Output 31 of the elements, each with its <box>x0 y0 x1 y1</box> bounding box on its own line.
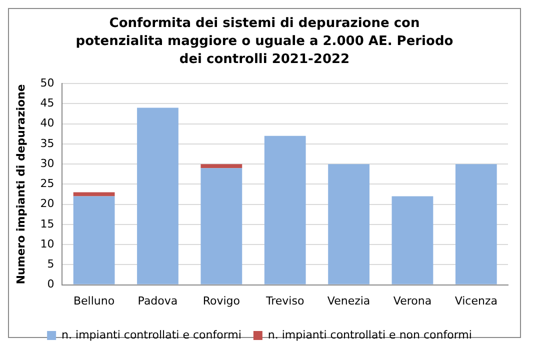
bar <box>328 164 370 284</box>
y-tick-label: 40 <box>40 116 54 130</box>
y-tick-label: 0 <box>47 278 54 291</box>
legend-label: n. impianti controllati e conformi <box>62 328 242 342</box>
y-tick-label: 15 <box>40 217 54 230</box>
bar <box>264 136 306 284</box>
x-tick-label: Vicenza <box>454 294 498 308</box>
y-tick-label: 35 <box>40 136 54 150</box>
y-axis-title: Numero impianti di depurazione <box>14 84 28 284</box>
bar <box>200 164 242 168</box>
bar <box>455 164 497 284</box>
x-tick-label: Venezia <box>327 294 370 308</box>
chart-title: Conformita dei sistemi di depurazione con potenzialita maggiore o uguale a 2.000 AE. Periodo dei controlli 2021-2022 <box>74 15 454 69</box>
x-tick-label: Treviso <box>265 294 304 308</box>
bar <box>73 192 115 196</box>
legend-label: n. impianti controllati e non conformi <box>268 328 472 342</box>
y-tick-label: 45 <box>40 96 54 110</box>
bar <box>392 196 434 284</box>
y-tick-label: 20 <box>40 197 54 210</box>
bar <box>200 168 242 284</box>
y-tick-label: 10 <box>40 237 54 250</box>
y-tick-label: 30 <box>40 156 54 170</box>
y-tick-label: 5 <box>47 258 54 271</box>
x-tick-label: Padova <box>138 294 178 308</box>
x-tick-label: Rovigo <box>202 294 240 308</box>
bar <box>73 196 115 284</box>
y-tick-label: 50 <box>40 76 54 90</box>
bar <box>137 108 178 284</box>
x-tick-label: Belluno <box>73 294 115 308</box>
y-tick-label: 25 <box>40 177 54 190</box>
x-tick-label: Verona <box>393 294 432 308</box>
